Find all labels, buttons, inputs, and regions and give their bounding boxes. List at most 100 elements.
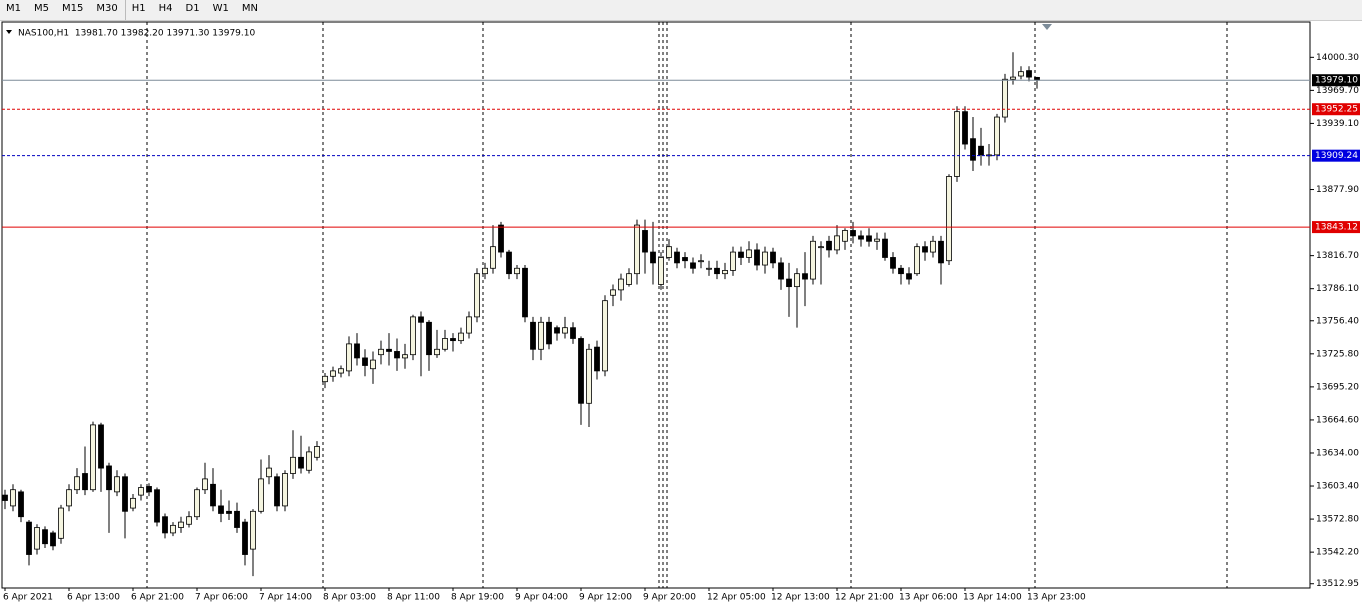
candle-body xyxy=(114,476,120,493)
y-tick-label: 13756.40 xyxy=(1316,316,1359,326)
x-tick-label: 7 Apr 14:00 xyxy=(259,593,312,603)
candle-body xyxy=(674,251,680,264)
candle-body xyxy=(410,316,416,356)
x-tick-label: 12 Apr 21:00 xyxy=(835,593,894,603)
separators xyxy=(146,22,1228,588)
candle-body xyxy=(66,489,72,507)
candle-body xyxy=(754,249,760,266)
candle-body xyxy=(1002,78,1008,118)
candle-body xyxy=(770,251,776,264)
candle-body xyxy=(890,257,896,269)
candle-body xyxy=(170,524,176,534)
y-tick-label: 13603.40 xyxy=(1316,482,1359,492)
candle-body xyxy=(98,424,104,469)
candle-body xyxy=(10,489,16,507)
candle-body xyxy=(714,267,720,275)
price-level-tag xyxy=(1312,103,1360,116)
x-tick-label: 6 Apr 13:00 xyxy=(67,593,120,603)
candle-body xyxy=(538,321,544,350)
candle-body xyxy=(218,505,224,514)
candle-body xyxy=(802,273,808,280)
candle-body xyxy=(970,138,976,161)
timeframe-button[interactable]: H1 xyxy=(124,0,153,20)
price-level-label: 13909.24 xyxy=(1315,151,1358,161)
price-level-tag xyxy=(1312,221,1360,234)
chart-header: NAS100,H1 13981.70 13982.20 13971.30 139… xyxy=(18,29,255,39)
timeframe-button[interactable]: D1 xyxy=(185,3,200,14)
candle-body xyxy=(394,351,400,359)
candle-body xyxy=(746,249,752,258)
candle-body xyxy=(938,240,944,264)
candle-body xyxy=(586,348,592,404)
timeframe-button[interactable]: M15 xyxy=(62,3,84,14)
candle-body xyxy=(834,235,840,251)
timeframe-button[interactable]: M5 xyxy=(34,3,49,14)
candle-body xyxy=(458,332,464,342)
x-tick-label: 9 Apr 20:00 xyxy=(643,593,696,603)
candle-body xyxy=(330,370,336,377)
candle-body xyxy=(826,240,832,251)
price-level-label: 13952.25 xyxy=(1315,105,1358,115)
candle-body xyxy=(626,273,632,285)
candle-body xyxy=(266,467,272,478)
candle-body xyxy=(994,116,1000,156)
candle-body xyxy=(306,451,312,471)
candle-body xyxy=(722,270,728,275)
price-level-label: 13843.12 xyxy=(1315,223,1358,233)
timeframe-toolbar: M1 M5 M15 M30 H1 H4 D1 W1 MN xyxy=(0,0,1362,21)
candle-body xyxy=(290,456,296,474)
candle-body xyxy=(682,257,688,262)
x-tick-label: 8 Apr 19:00 xyxy=(451,593,504,603)
candle-body xyxy=(562,327,568,334)
timeframe-button[interactable]: W1 xyxy=(212,3,229,14)
candle-body xyxy=(962,111,968,145)
timeframe-button[interactable]: MN xyxy=(241,3,258,14)
y-tick-label: 13695.20 xyxy=(1316,382,1359,392)
y-tick-label: 13877.90 xyxy=(1316,185,1359,195)
x-tick-label: 12 Apr 05:00 xyxy=(707,593,766,603)
candle-body xyxy=(418,316,424,323)
candle-body xyxy=(186,516,192,525)
candle-body xyxy=(386,348,392,352)
candle-body xyxy=(402,354,408,359)
candle-body xyxy=(594,346,600,372)
x-tick-label: 8 Apr 11:00 xyxy=(387,593,440,603)
candle-body xyxy=(242,521,248,555)
timeframe-button[interactable]: H4 xyxy=(158,3,173,14)
candle-body xyxy=(50,532,56,547)
candle-body xyxy=(282,473,288,507)
candle-body xyxy=(914,246,920,275)
candle-body xyxy=(258,478,264,512)
candle-body xyxy=(738,251,744,258)
x-tick-label: 9 Apr 12:00 xyxy=(579,593,632,603)
candle-body xyxy=(850,230,856,237)
candle-body xyxy=(866,235,872,242)
y-tick-label: 13572.80 xyxy=(1316,515,1359,525)
y-tick-label: 14000.30 xyxy=(1316,53,1359,63)
candle-body xyxy=(610,289,616,296)
candle-body xyxy=(210,483,216,507)
candle-body xyxy=(602,300,608,372)
candle-body xyxy=(946,176,952,262)
candle-body xyxy=(346,343,352,372)
x-tick-label: 8 Apr 03:00 xyxy=(323,593,376,603)
x-tick-label: 13 Apr 23:00 xyxy=(1027,593,1086,603)
candle-body xyxy=(818,246,824,249)
timeframe-button[interactable]: M1 xyxy=(6,3,21,14)
x-tick-label: 9 Apr 04:00 xyxy=(515,593,568,603)
candle-body xyxy=(106,465,112,491)
candle-body xyxy=(930,240,936,253)
candle-body xyxy=(58,507,64,539)
candle-body xyxy=(434,348,440,356)
timeframe-button[interactable]: M30 xyxy=(96,3,118,14)
candle-body xyxy=(842,230,848,242)
candle-body xyxy=(362,357,368,366)
candle-body xyxy=(874,238,880,242)
candle-body xyxy=(554,327,560,334)
candle-body xyxy=(706,267,712,270)
y-tick-label: 13512.95 xyxy=(1316,579,1359,589)
x-tick-label: 13 Apr 06:00 xyxy=(899,593,958,603)
x-tick-label: 6 Apr 2021 xyxy=(3,593,53,603)
candle-body xyxy=(2,494,8,501)
